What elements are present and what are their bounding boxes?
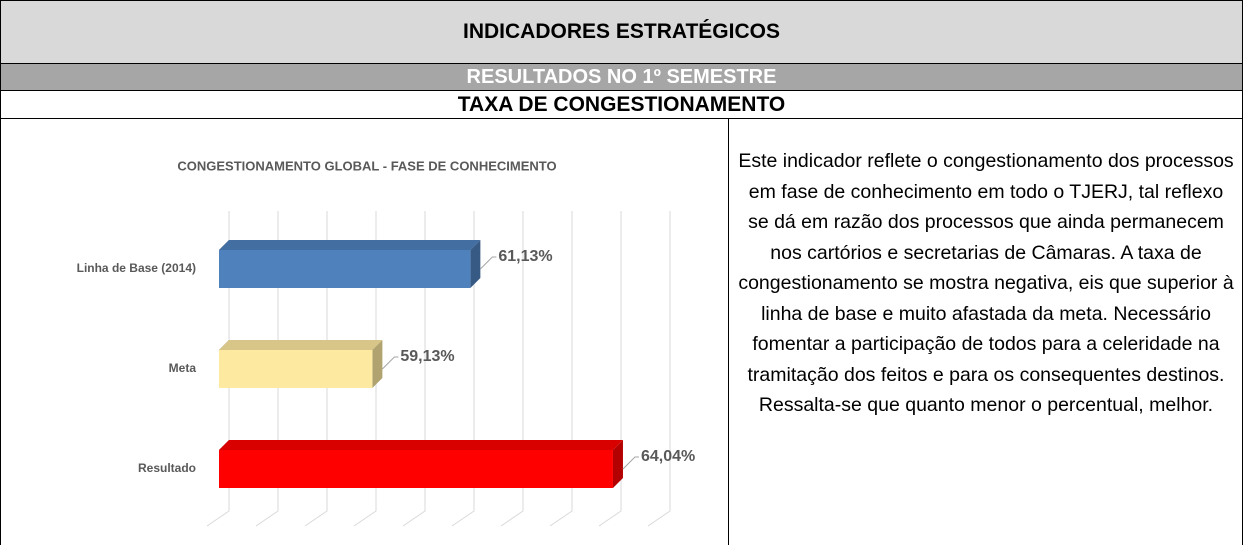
bar <box>219 450 613 488</box>
grid-line <box>451 211 475 527</box>
grid-line <box>598 211 622 527</box>
header-subtitle: RESULTADOS NO 1º SEMESTRE <box>1 64 1242 91</box>
chart-title: CONGESTIONAMENTO GLOBAL - FASE DE CONHEC… <box>177 158 556 173</box>
bar <box>219 250 471 288</box>
grid-line <box>255 211 279 527</box>
grid-line <box>353 211 377 527</box>
grid-line <box>647 211 671 527</box>
y-tick-label: Linha de Base (2014) <box>77 261 196 275</box>
data-label: 61,13% <box>498 248 552 265</box>
bar-top <box>219 240 481 250</box>
bar-top <box>219 340 383 350</box>
bar-top <box>219 440 623 450</box>
leader-line <box>382 356 399 370</box>
grid-line <box>206 211 230 527</box>
chart: CONGESTIONAMENTO GLOBAL - FASE DE CONHEC… <box>77 158 695 527</box>
leader-line <box>480 256 497 270</box>
grid-line <box>549 211 573 527</box>
bar-end <box>612 440 623 488</box>
grid-line <box>402 211 426 527</box>
bar <box>219 350 373 388</box>
section-title: TAXA DE CONGESTIONAMENTO <box>1 91 1242 119</box>
divider <box>728 119 729 545</box>
grid-line <box>500 211 524 527</box>
data-label: 64,04% <box>641 448 695 465</box>
leader-line <box>622 456 639 470</box>
paragraph: Este indicador reflete o congestionament… <box>738 150 1234 416</box>
header-title: INDICADORES ESTRATÉGICOS <box>1 0 1242 64</box>
data-label: 59,13% <box>400 348 454 365</box>
bar-end <box>470 240 481 288</box>
y-tick-label: Resultado <box>138 461 196 475</box>
bar-end <box>372 340 383 388</box>
y-tick-label: Meta <box>169 361 197 375</box>
grid-line <box>304 211 328 527</box>
